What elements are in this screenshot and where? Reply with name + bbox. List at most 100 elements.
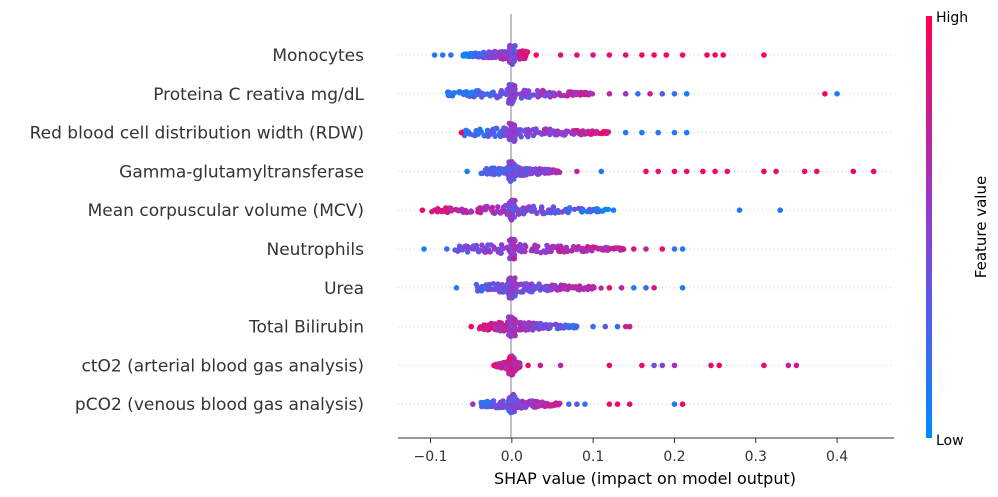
shap-point [679, 401, 686, 408]
shap-point [537, 399, 544, 406]
shap-point [550, 206, 556, 212]
shap-point [512, 394, 518, 400]
shap-point [659, 246, 666, 252]
shap-point [509, 100, 515, 107]
shap-point [578, 285, 584, 291]
shap-point [520, 169, 526, 175]
shap-point [606, 91, 613, 97]
shap-point [490, 398, 497, 404]
shap-point [485, 242, 491, 248]
shap-point [671, 168, 678, 175]
shap-point [574, 52, 580, 58]
shap-point [556, 129, 562, 136]
shap-point [712, 52, 718, 58]
shap-point [647, 91, 653, 97]
shap-point [708, 362, 714, 369]
shap-point [511, 292, 517, 298]
shap-point [544, 168, 550, 174]
shap-point [510, 125, 516, 131]
shap-point [557, 362, 564, 369]
shap-point [571, 206, 578, 212]
shap-point [526, 94, 533, 101]
shap-point [491, 165, 497, 171]
shap-point [507, 178, 514, 184]
shap-point [509, 171, 516, 177]
shap-point [533, 130, 539, 136]
shap-point [850, 168, 857, 175]
shap-point [555, 286, 561, 292]
shap-point [510, 129, 516, 135]
shap-point [536, 321, 542, 327]
shap-point [506, 327, 512, 334]
shap-point [535, 171, 542, 177]
shap-point [579, 208, 586, 214]
shap-point [651, 285, 657, 291]
shap-point [457, 244, 464, 250]
shap-point [489, 169, 495, 175]
shap-point [522, 404, 529, 411]
shap-point [453, 285, 460, 291]
shap-point [761, 52, 767, 58]
shap-point [547, 287, 554, 293]
shap-point [519, 48, 525, 54]
shap-point [671, 401, 678, 408]
shap-point [533, 248, 540, 255]
shap-point [489, 403, 495, 410]
shap-point [639, 52, 645, 58]
shap-point [462, 207, 469, 213]
shap-point [483, 205, 489, 211]
shap-point [481, 326, 487, 332]
shap-point [507, 133, 513, 140]
shap-point [542, 285, 548, 291]
shap-point [473, 281, 480, 288]
shap-point [614, 323, 621, 330]
shap-point [509, 240, 515, 246]
shap-point [592, 130, 599, 137]
shap-point [522, 53, 529, 60]
shap-point [451, 90, 457, 96]
feature-label: Red blood cell distribution width (RDW) [30, 124, 364, 144]
shap-point [516, 246, 522, 252]
shap-point [537, 362, 544, 369]
shap-point [508, 249, 515, 255]
shap-point [651, 362, 657, 369]
shap-point [480, 170, 486, 176]
shap-point [563, 245, 569, 252]
shap-point [639, 129, 645, 136]
shap-point [569, 248, 575, 254]
shap-point [606, 401, 613, 408]
shap-point [476, 326, 483, 332]
shap-point [526, 204, 532, 210]
shap-point [538, 205, 545, 211]
shap-point [500, 56, 506, 62]
shap-point [490, 210, 496, 216]
shap-point [507, 285, 514, 292]
shap-point [507, 371, 514, 377]
colorbar-high-label: High [936, 10, 968, 26]
shap-point [679, 285, 686, 291]
shap-point [538, 92, 544, 98]
shap-point [643, 246, 649, 252]
shap-point [527, 288, 533, 295]
shap-point [651, 52, 657, 58]
shap-point [626, 401, 633, 408]
colorbar-title: Feature value [972, 176, 990, 278]
shap-point [556, 248, 562, 254]
shap-point [499, 166, 505, 172]
shap-point [516, 56, 523, 62]
shap-point [548, 127, 554, 134]
shap-point [421, 246, 427, 252]
shap-point [507, 398, 513, 404]
shap-point [552, 167, 558, 174]
shap-point [515, 398, 521, 404]
feature-label: Urea [324, 279, 364, 299]
shap-point [507, 406, 513, 412]
shap-point [553, 402, 559, 408]
shap-point [643, 285, 649, 291]
shap-point [510, 362, 517, 369]
shap-point [631, 285, 637, 291]
shap-point [545, 401, 552, 408]
shap-point [510, 55, 516, 62]
feature-labels: Monocytes Proteina C reativa mg/dL Red blo… [30, 46, 365, 415]
shap-point [431, 52, 438, 58]
